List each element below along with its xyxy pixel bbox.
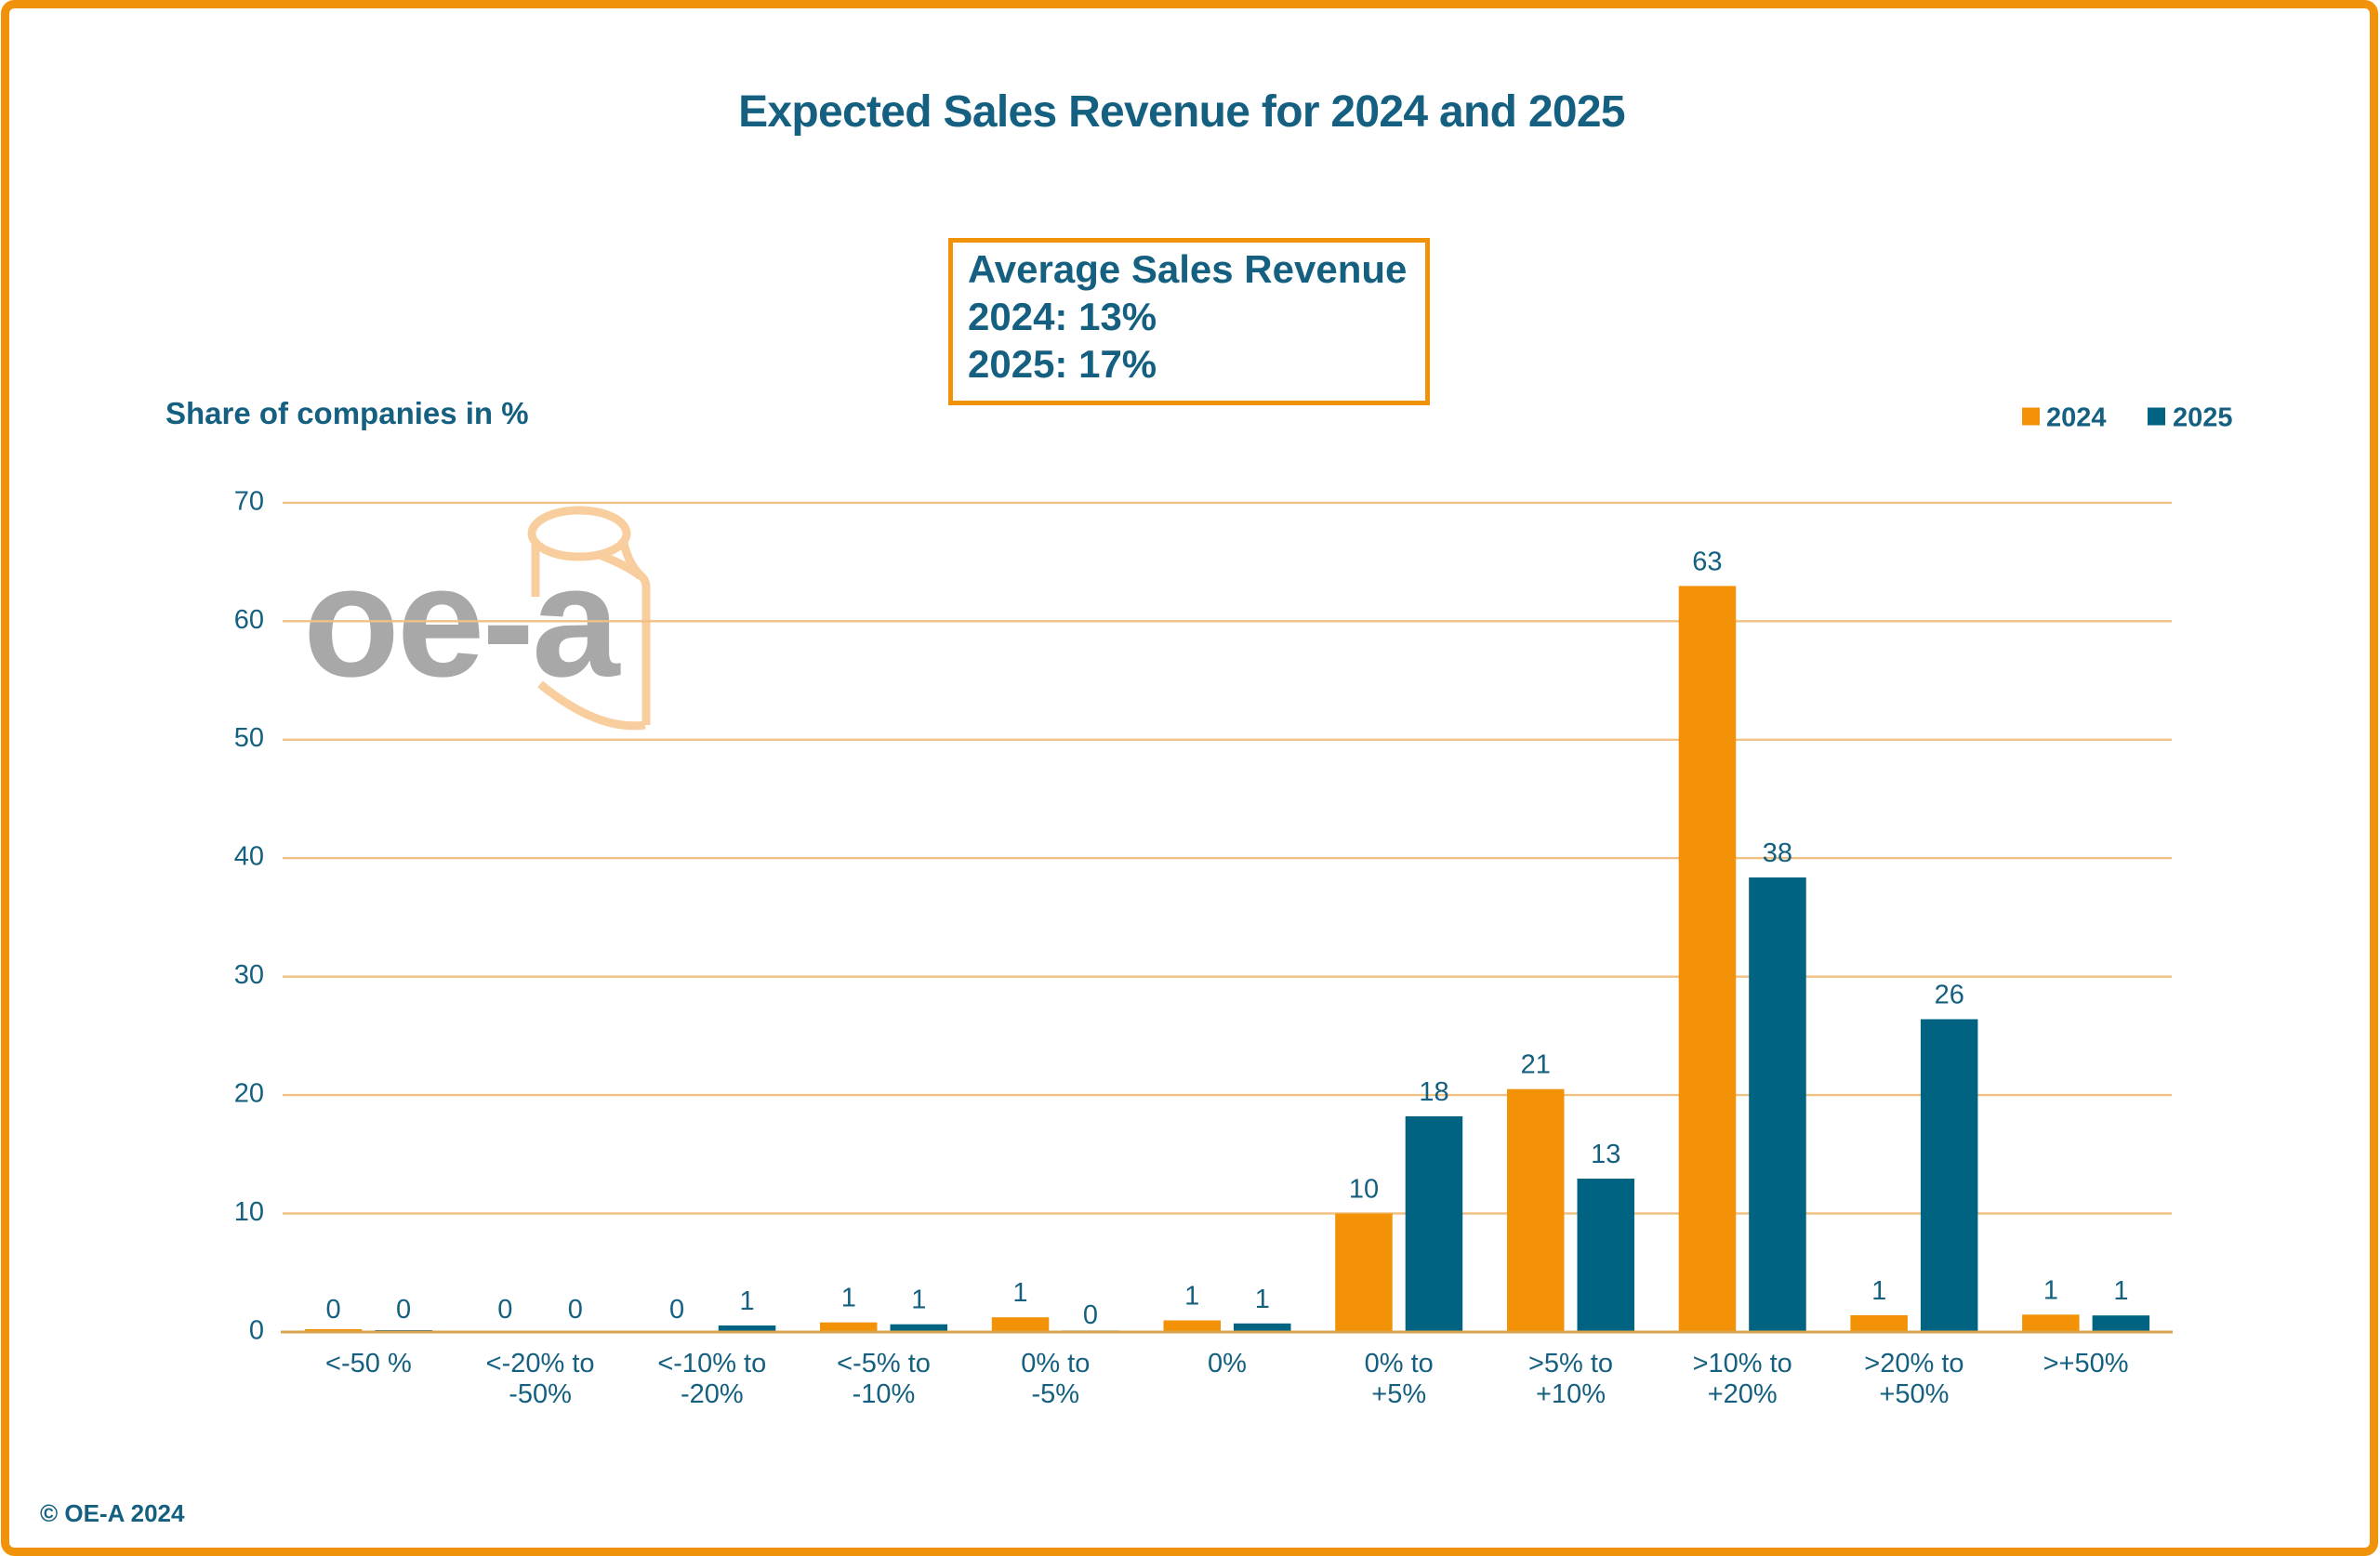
svg-text:1: 1 bbox=[740, 1286, 755, 1316]
svg-text:>5% to: >5% to bbox=[1528, 1349, 1613, 1378]
svg-text:10: 10 bbox=[1349, 1175, 1379, 1205]
svg-text:30: 30 bbox=[234, 960, 264, 990]
svg-text:21: 21 bbox=[1521, 1050, 1551, 1080]
svg-text:0: 0 bbox=[249, 1316, 264, 1346]
svg-text:<-5% to: <-5% to bbox=[837, 1349, 931, 1378]
svg-text:0: 0 bbox=[497, 1295, 512, 1325]
svg-text:>20% to: >20% to bbox=[1864, 1349, 1964, 1378]
svg-text:2025: 2025 bbox=[2173, 403, 2233, 433]
svg-text:1: 1 bbox=[911, 1286, 926, 1315]
svg-text:0: 0 bbox=[326, 1295, 341, 1325]
svg-text:1: 1 bbox=[2113, 1276, 2128, 1306]
svg-text:1: 1 bbox=[1184, 1282, 1199, 1312]
svg-text:-5%: -5% bbox=[1032, 1379, 1080, 1409]
svg-text:-10%: -10% bbox=[853, 1379, 916, 1409]
svg-text:0% to: 0% to bbox=[1021, 1349, 1090, 1378]
svg-text:10: 10 bbox=[234, 1197, 264, 1227]
svg-text:2024: 2024 bbox=[2046, 403, 2107, 433]
svg-text:0: 0 bbox=[568, 1295, 583, 1325]
svg-text:2024: 13%: 2024: 13% bbox=[968, 295, 1157, 338]
svg-text:© OE-A 2024: © OE-A 2024 bbox=[40, 1499, 185, 1527]
svg-text:<-20% to: <-20% to bbox=[486, 1349, 595, 1378]
svg-text:13: 13 bbox=[1591, 1140, 1620, 1169]
svg-text:Expected Sales Revenue for 202: Expected Sales Revenue for 2024 and 2025 bbox=[738, 87, 1625, 137]
svg-text:0: 0 bbox=[1083, 1300, 1098, 1330]
svg-text:0% to: 0% to bbox=[1365, 1349, 1434, 1378]
svg-text:18: 18 bbox=[1419, 1077, 1448, 1107]
svg-text:<-10% to: <-10% to bbox=[657, 1349, 766, 1378]
svg-text:2025: 17%: 2025: 17% bbox=[968, 342, 1157, 386]
svg-text:0: 0 bbox=[396, 1295, 411, 1325]
svg-text:38: 38 bbox=[1763, 838, 1792, 868]
svg-text:1: 1 bbox=[841, 1284, 856, 1313]
svg-text:1: 1 bbox=[2043, 1275, 2058, 1305]
svg-text:60: 60 bbox=[234, 605, 264, 635]
svg-text:50: 50 bbox=[234, 723, 264, 753]
svg-text:26: 26 bbox=[1935, 981, 1964, 1010]
svg-text:+20%: +20% bbox=[1708, 1379, 1778, 1409]
svg-text:1: 1 bbox=[1012, 1278, 1027, 1308]
svg-text:<-50 %: <-50 % bbox=[325, 1349, 412, 1378]
svg-text:63: 63 bbox=[1692, 547, 1722, 576]
svg-text:40: 40 bbox=[234, 842, 264, 872]
svg-text:Average Sales Revenue: Average Sales Revenue bbox=[968, 247, 1407, 291]
svg-text:1: 1 bbox=[1871, 1276, 1886, 1306]
svg-text:70: 70 bbox=[234, 486, 264, 516]
svg-text:+10%: +10% bbox=[1536, 1379, 1606, 1409]
svg-text:>+50%: >+50% bbox=[2043, 1349, 2129, 1378]
svg-text:0: 0 bbox=[669, 1295, 684, 1325]
svg-text:20: 20 bbox=[234, 1079, 264, 1109]
svg-text:-50%: -50% bbox=[509, 1379, 572, 1409]
svg-text:>10% to: >10% to bbox=[1693, 1349, 1792, 1378]
svg-text:1: 1 bbox=[1255, 1285, 1270, 1314]
svg-text:+50%: +50% bbox=[1879, 1379, 1949, 1409]
svg-text:Share of companies in %: Share of companies in % bbox=[165, 396, 529, 430]
svg-text:0%: 0% bbox=[1208, 1349, 1247, 1378]
svg-text:-20%: -20% bbox=[681, 1379, 744, 1409]
svg-text:+5%: +5% bbox=[1371, 1379, 1426, 1409]
